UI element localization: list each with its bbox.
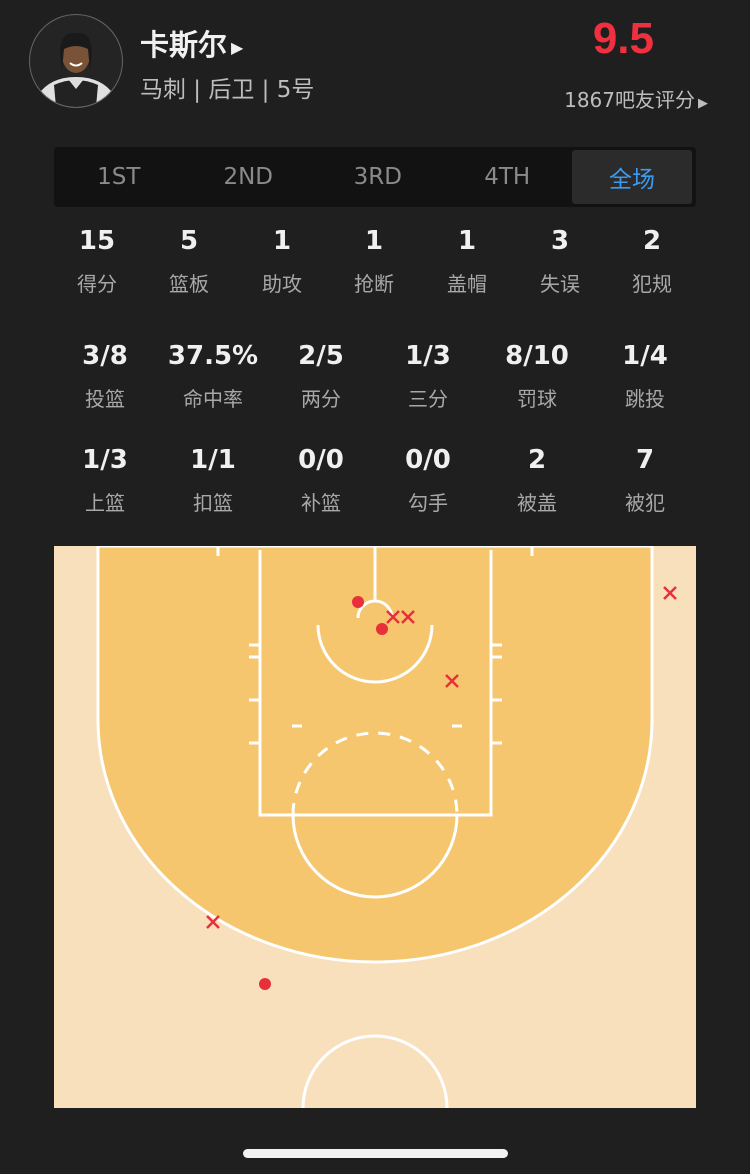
player-rating: 9.5 (592, 14, 654, 63)
stat-value: 2/5 (298, 341, 344, 371)
stat-item: 5 篮板 (169, 226, 209, 297)
shot-missed-marker (386, 610, 400, 624)
stat-label: 两分 (301, 387, 341, 411)
home-indicator[interactable] (243, 1149, 508, 1158)
restricted-area (316, 624, 434, 684)
stat-label: 命中率 (182, 387, 243, 411)
tab-full-game[interactable]: 全场 (572, 150, 692, 204)
center-circle (301, 1034, 449, 1108)
shot-made-marker (376, 623, 388, 635)
shot-missed-marker (401, 610, 415, 624)
stat-value: 2 (642, 226, 662, 256)
shot-missed-marker (206, 915, 220, 929)
stat-item: 15 得分 (77, 226, 117, 297)
stat-value: 1/3 (82, 445, 128, 475)
stat-item: 3/8 投篮 (82, 341, 128, 412)
stat-item: 2/5 两分 (298, 341, 344, 412)
stat-value: 3 (550, 226, 570, 256)
stat-label: 补篮 (301, 491, 341, 515)
stat-label: 被犯 (625, 491, 665, 515)
stat-value: 8/10 (505, 341, 569, 371)
stat-label: 抢断 (354, 272, 394, 296)
stat-item: 1/3 三分 (405, 341, 451, 412)
stat-value: 7 (635, 445, 655, 475)
stat-item: 2 被盖 (517, 445, 557, 516)
shot-missed-marker (445, 674, 459, 688)
stat-label: 被盖 (517, 491, 557, 515)
stat-label: 篮板 (169, 272, 209, 296)
stat-value: 0/0 (298, 445, 344, 475)
stat-item: 3 失误 (540, 226, 580, 297)
player-avatar[interactable] (29, 14, 123, 108)
stat-value: 2 (527, 445, 547, 475)
paint-lane (258, 550, 493, 817)
stat-value: 3/8 (82, 341, 128, 371)
tab-4th[interactable]: 4TH (484, 164, 531, 190)
shot-missed-marker (663, 586, 677, 600)
tab-3rd[interactable]: 3RD (353, 164, 402, 190)
shot-made-marker (259, 978, 271, 990)
stat-label: 盖帽 (447, 272, 487, 296)
stat-item: 8/10 罚球 (505, 341, 569, 412)
three-point-line (96, 546, 654, 964)
stat-value: 15 (78, 226, 116, 256)
stat-value: 1/4 (622, 341, 668, 371)
stat-label: 得分 (77, 272, 117, 296)
stat-value: 1 (457, 226, 477, 256)
tab-2nd[interactable]: 2ND (223, 164, 274, 190)
player-name: 卡斯尔 (140, 28, 228, 62)
player-name-link[interactable]: 卡斯尔 ▶ (140, 22, 243, 64)
stat-item: 2 犯规 (632, 226, 672, 297)
play-arrow-icon: ▶ (698, 96, 708, 111)
stat-item: 0/0 补篮 (298, 445, 344, 516)
stat-value: 1 (272, 226, 292, 256)
free-throw-circle-bottom (291, 814, 459, 899)
raters-count: 1867吧友评分 (564, 88, 695, 112)
stat-value: 37.5% (167, 341, 259, 371)
stat-item: 1/4 跳投 (622, 341, 668, 412)
stat-item: 37.5% 命中率 (168, 341, 258, 412)
shot-chart (54, 546, 696, 1108)
period-tabs: 1ST 2ND 3RD 4TH 全场 (54, 147, 696, 207)
stat-label: 投篮 (85, 387, 125, 411)
stat-item: 1 抢断 (354, 226, 394, 297)
stat-value: 1/1 (190, 445, 236, 475)
stat-item: 0/0 勾手 (405, 445, 451, 516)
stat-item: 1/1 扣篮 (190, 445, 236, 516)
raters-link[interactable]: 1867吧友评分 ▶ (564, 84, 708, 113)
stat-value: 0/0 (405, 445, 451, 475)
stat-label: 上篮 (85, 491, 125, 515)
stat-label: 跳投 (625, 387, 665, 411)
stat-value: 1 (364, 226, 384, 256)
stat-item: 1/3 上篮 (82, 445, 128, 516)
stat-value: 1/3 (405, 341, 451, 371)
shot-made-marker (352, 596, 364, 608)
stat-label: 扣篮 (193, 491, 233, 515)
tab-1st[interactable]: 1ST (97, 164, 141, 190)
stat-value: 5 (179, 226, 199, 256)
stat-item: 1 助攻 (262, 226, 302, 297)
stat-label: 失误 (540, 272, 580, 296)
player-info: 马刺 | 后卫 | 5号 (140, 77, 315, 103)
hoop-arc (356, 599, 394, 619)
stat-label: 三分 (408, 387, 448, 411)
stat-item: 7 被犯 (625, 445, 665, 516)
stat-label: 罚球 (517, 387, 557, 411)
stat-label: 犯规 (632, 272, 672, 296)
stat-label: 勾手 (408, 491, 448, 515)
play-arrow-icon: ▶ (231, 37, 244, 57)
stat-label: 助攻 (262, 272, 302, 296)
stat-item: 1 盖帽 (447, 226, 487, 297)
